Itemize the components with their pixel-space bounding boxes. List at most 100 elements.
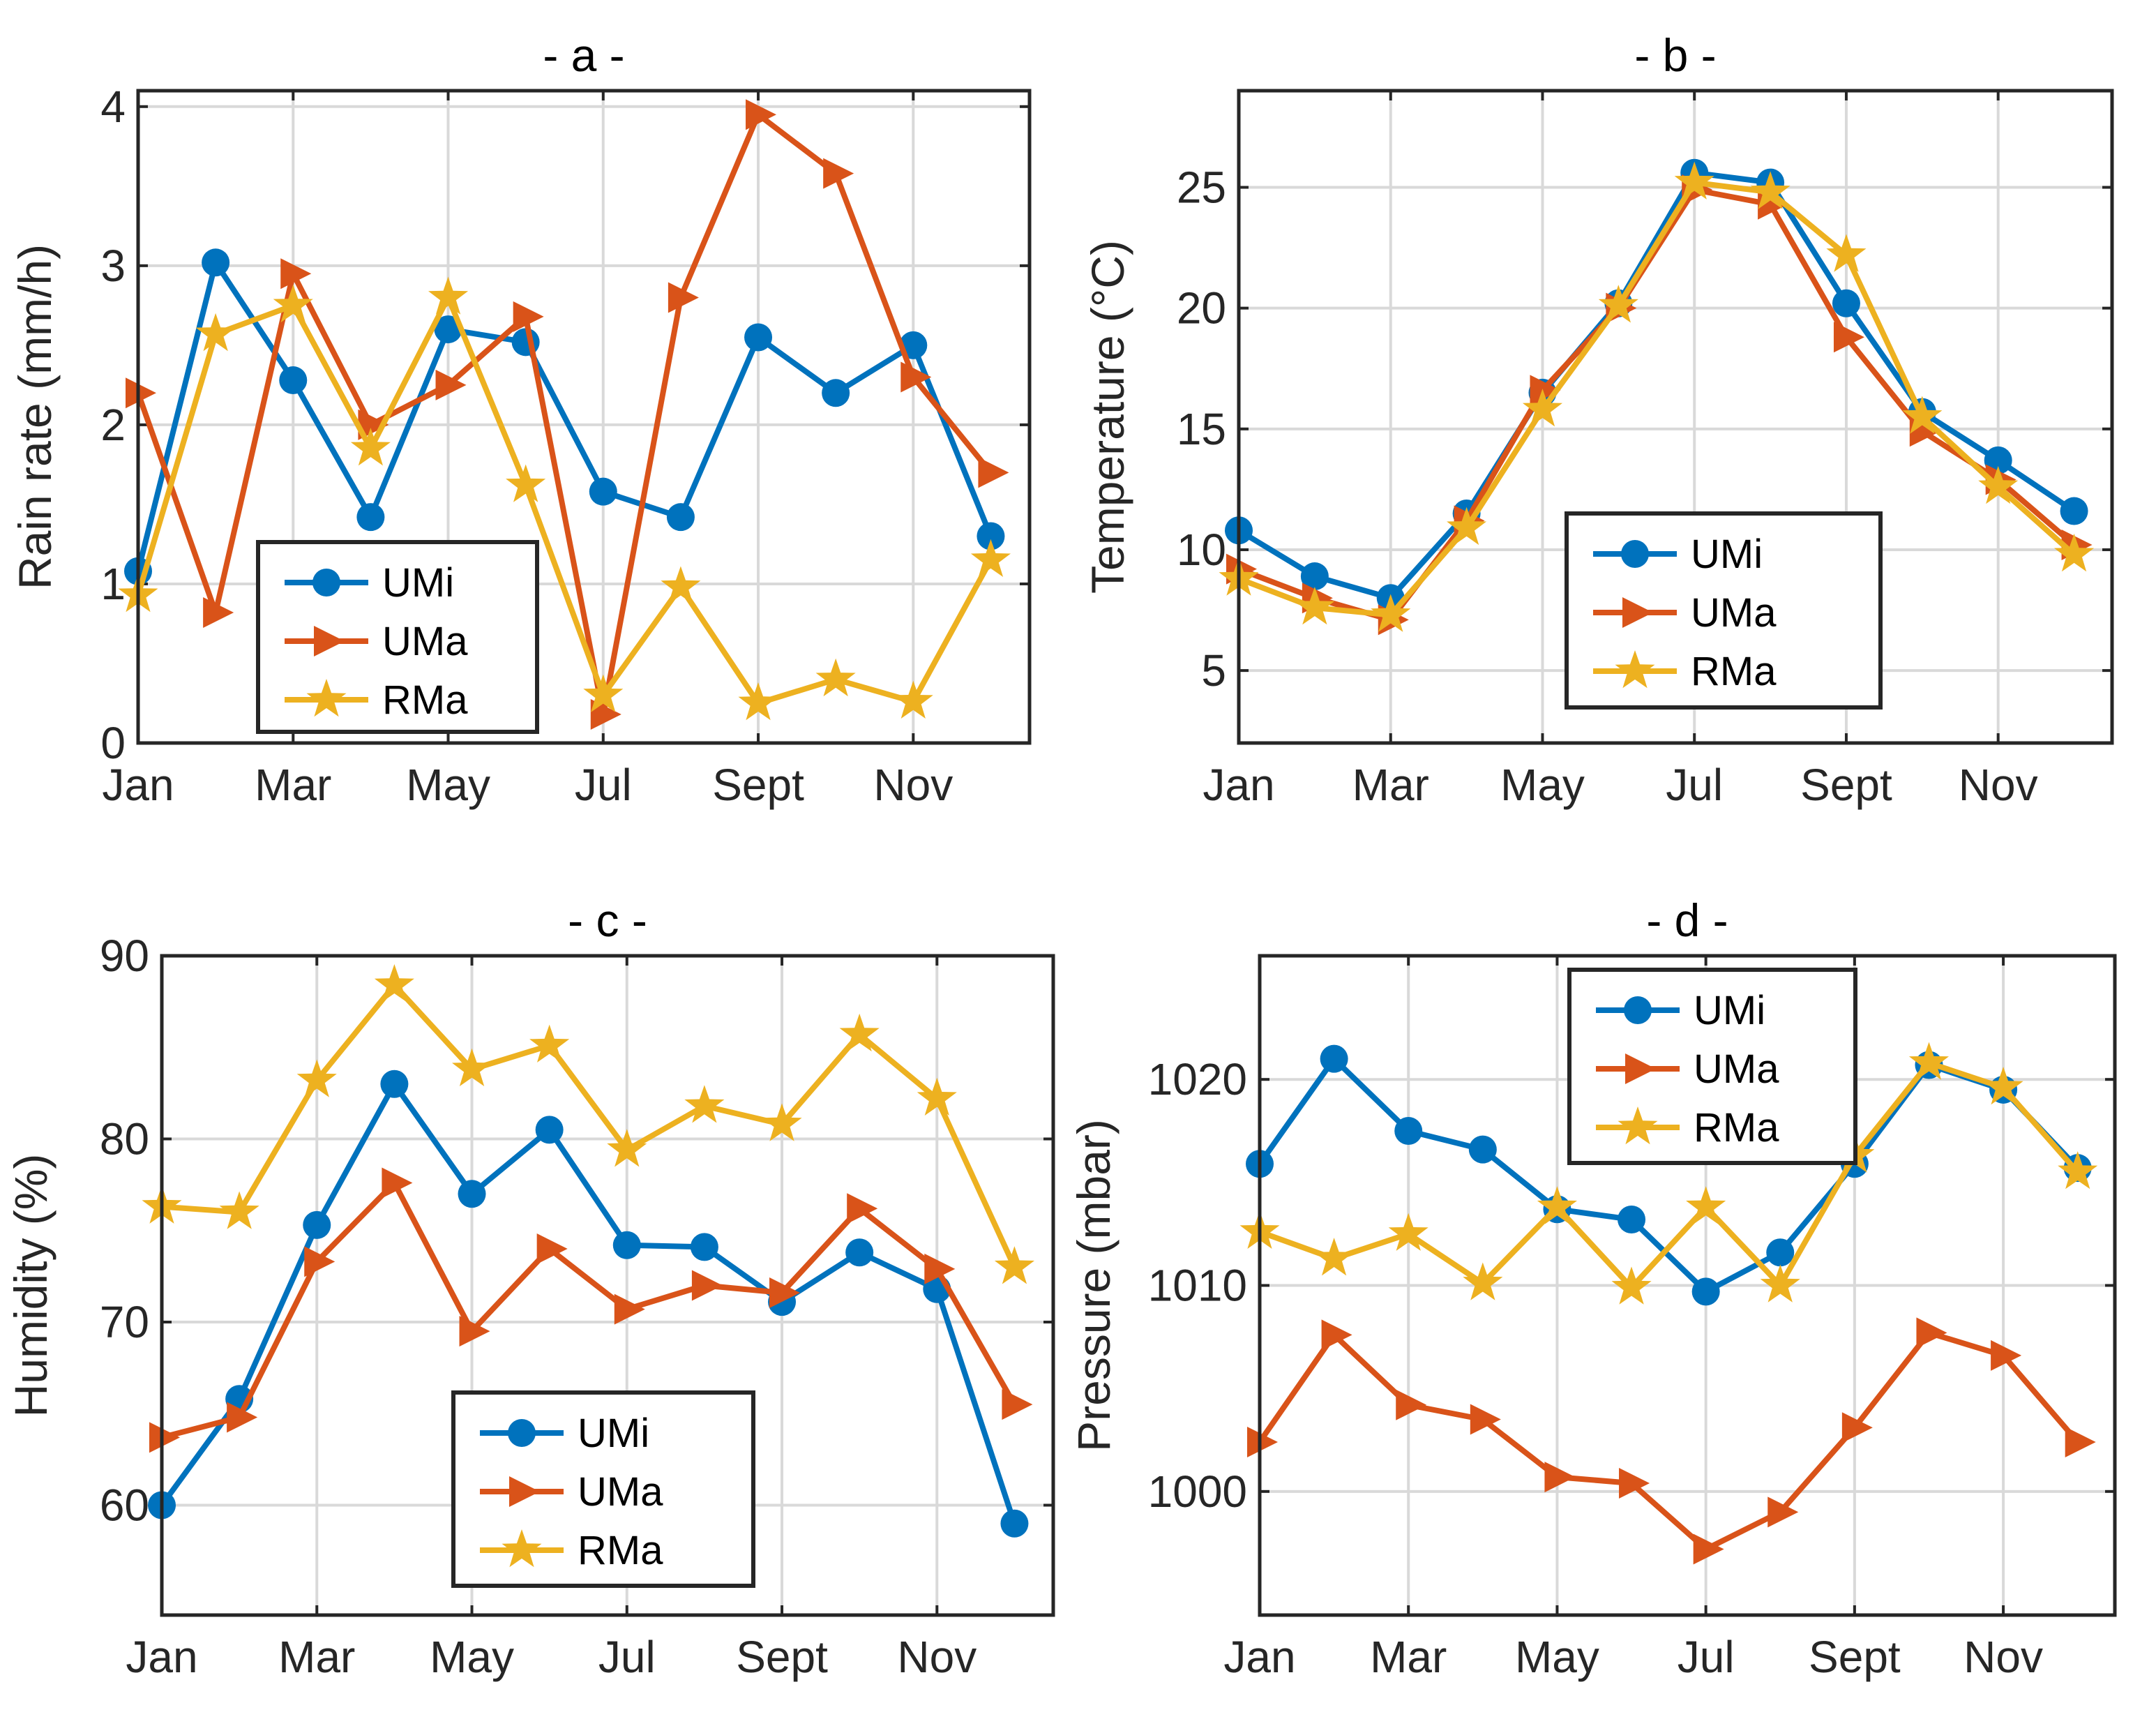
data-point-umi — [434, 315, 462, 344]
data-point-uma — [1321, 1319, 1352, 1351]
data-point-rma — [1750, 171, 1791, 209]
data-point-umi — [303, 1210, 331, 1239]
data-point-rma — [684, 1085, 725, 1123]
data-point-umi — [1618, 1206, 1646, 1233]
data-point-rma — [1522, 389, 1562, 427]
data-point-umi — [2060, 497, 2088, 525]
legend-d: UMi UMa RMa — [1567, 968, 1857, 1165]
data-point-uma — [769, 1277, 801, 1308]
y-axis-label: Pressure (mbar) — [1068, 1119, 1120, 1452]
legend-label: UMa — [578, 1469, 663, 1515]
x-tick-label: Jan — [126, 1632, 197, 1682]
y-tick-label: 25 — [1177, 163, 1226, 213]
series-line-rma — [1258, 1060, 2080, 1291]
data-point-rma — [839, 1013, 880, 1052]
data-point-umi — [1468, 1135, 1497, 1164]
data-point-uma — [126, 377, 156, 409]
chart-title: - c - — [568, 894, 647, 946]
data-point-uma — [1767, 1496, 1799, 1528]
legend-label: UMa — [1694, 1046, 1779, 1092]
series-line-uma — [135, 112, 993, 717]
y-tick-label: 4 — [100, 82, 126, 132]
data-point-rma — [1598, 285, 1638, 323]
data-point-rma — [1463, 1262, 1503, 1300]
data-point-rma — [374, 964, 414, 1003]
data-point-rma — [350, 428, 391, 466]
data-point-uma — [1841, 1412, 1873, 1443]
data-point-uma — [1470, 1404, 1501, 1435]
data-point-umi — [744, 323, 773, 352]
data-point-umi — [511, 328, 540, 357]
data-point-rma — [452, 1048, 492, 1086]
series-uma-c — [149, 1167, 1033, 1453]
data-point-umi — [690, 1233, 718, 1261]
data-point-umi — [1766, 1238, 1795, 1267]
series-uma-a — [126, 99, 1009, 730]
data-point-rma — [1537, 1186, 1577, 1224]
data-point-uma — [227, 1402, 258, 1433]
data-point-rma — [1978, 465, 2019, 504]
x-tick-label: Jan — [1203, 760, 1274, 810]
y-tick-label: 10 — [1177, 525, 1226, 575]
data-point-rma — [506, 464, 546, 502]
data-point-uma — [1002, 1389, 1033, 1420]
x-tick-label: Jul — [1678, 1632, 1735, 1682]
x-tick-label: Jul — [575, 760, 632, 810]
data-point-umi — [458, 1180, 486, 1208]
data-point-umi — [666, 503, 695, 532]
data-point-rma — [762, 1103, 802, 1141]
data-point-rma — [529, 1024, 570, 1063]
x-tick-label: May — [1500, 760, 1585, 810]
y-tick-label: 3 — [100, 241, 126, 291]
series-line-umi — [159, 1081, 1018, 1525]
data-point-rma — [1686, 1186, 1726, 1224]
data-point-rma — [917, 1077, 957, 1116]
series-rma-b — [1219, 161, 2095, 632]
legend-label: RMa — [382, 677, 468, 723]
x-tick-label: Mar — [255, 760, 331, 810]
legend-marker-rma — [502, 1529, 542, 1568]
data-point-uma — [304, 1246, 336, 1277]
series-rma-c — [142, 964, 1034, 1284]
legend-marker-umi — [1621, 540, 1649, 568]
legend-marker-uma — [1622, 597, 1653, 628]
data-point-rma — [607, 1129, 647, 1167]
x-tick-label: Jul — [598, 1632, 656, 1682]
data-point-umi — [279, 366, 308, 395]
data-point-umi — [380, 1070, 409, 1098]
legend-b: UMi UMa RMa — [1565, 511, 1883, 710]
legend-label: UMi — [382, 560, 454, 606]
data-point-umi — [535, 1116, 564, 1144]
x-tick-label: May — [1515, 1632, 1599, 1682]
data-point-rma — [1826, 234, 1867, 272]
data-point-uma — [1916, 1317, 1947, 1349]
data-point-uma — [1396, 1389, 1427, 1420]
x-tick-label: Mar — [278, 1632, 355, 1682]
legend-marker-rma — [1615, 650, 1655, 689]
y-tick-label: 70 — [100, 1297, 149, 1347]
legend-marker-rma — [306, 679, 347, 717]
data-point-rma — [738, 682, 778, 721]
data-point-uma — [435, 369, 467, 400]
data-point-rma — [2058, 1151, 2098, 1190]
legend-label: RMa — [1691, 649, 1777, 694]
legend-c: UMi UMa RMa — [451, 1390, 755, 1588]
data-point-umi — [845, 1238, 874, 1267]
data-point-rma — [428, 276, 469, 315]
x-tick-label: Sept — [736, 1632, 828, 1682]
y-tick-label: 1000 — [1148, 1466, 1247, 1517]
legend-label: UMa — [1691, 590, 1777, 636]
series-line-uma — [160, 1180, 1017, 1441]
data-point-uma — [1693, 1533, 1724, 1565]
data-point-uma — [1544, 1462, 1576, 1493]
chart-title: - b - — [1634, 29, 1716, 81]
x-tick-label: Jul — [1666, 760, 1723, 810]
x-tick-label: Mar — [1370, 1632, 1447, 1682]
y-tick-label: 20 — [1177, 283, 1226, 333]
legend-label: UMi — [1691, 532, 1763, 577]
data-point-umi — [202, 248, 230, 277]
legend-box — [256, 540, 539, 734]
data-point-rma — [296, 1059, 337, 1097]
data-point-rma — [1295, 587, 1335, 625]
panel-b: Jan Mar May Jul Sept Nov 5 10 15 20 25 - b - Tempera… — [1082, 29, 2114, 810]
